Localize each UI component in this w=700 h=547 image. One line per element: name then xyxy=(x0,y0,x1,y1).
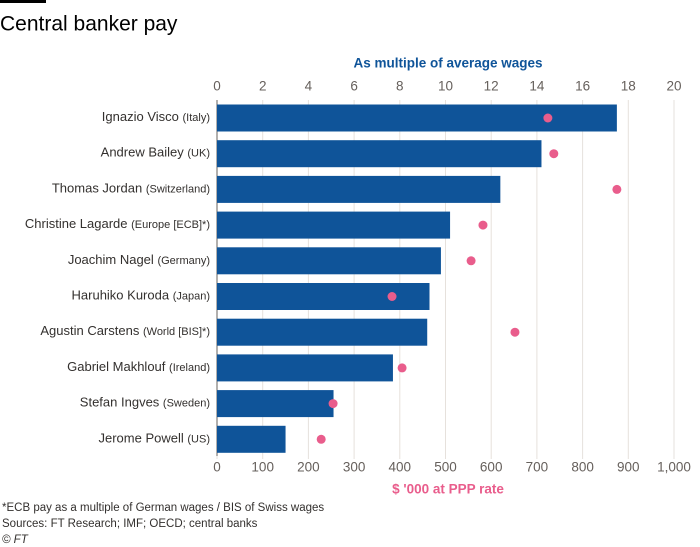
top-tick-label: 0 xyxy=(213,79,221,94)
top-tick-label: 14 xyxy=(529,79,545,94)
top-tick-label: 8 xyxy=(396,79,404,94)
category-note: (Germany) xyxy=(157,255,210,267)
dot xyxy=(612,184,622,194)
category-label: Haruhiko Kuroda (Japan) xyxy=(72,288,210,303)
category-note: (Italy) xyxy=(183,112,211,124)
category-label: Andrew Bailey (UK) xyxy=(101,145,210,160)
copyright: © FT xyxy=(2,534,29,546)
category-name: Haruhiko Kuroda xyxy=(72,288,170,303)
category-note: (Europe [ECB]*) xyxy=(131,219,210,231)
category-label: Agustin Carstens (World [BIS]*) xyxy=(40,324,210,339)
dot xyxy=(466,256,476,266)
source: Sources: FT Research; IMF; OECD; central… xyxy=(2,518,258,530)
bottom-tick-label: 200 xyxy=(297,460,320,475)
category-name: Joachim Nagel xyxy=(68,252,154,267)
bottom-tick-label: 600 xyxy=(480,460,503,475)
footnote: *ECB pay as a multiple of German wages /… xyxy=(2,502,324,514)
category-name: Gabriel Makhlouf xyxy=(67,359,166,374)
top-tick-label: 18 xyxy=(621,79,636,94)
bottom-axis-title: $ '000 at PPP rate xyxy=(392,482,504,497)
dot xyxy=(397,363,407,373)
bottom-tick-label: 500 xyxy=(434,460,457,475)
dot xyxy=(543,113,553,123)
top-tick-label: 12 xyxy=(484,79,499,94)
category-name: Agustin Carstens xyxy=(40,324,139,339)
category-note: (UK) xyxy=(187,148,210,160)
top-tick-label: 2 xyxy=(259,79,267,94)
bottom-tick-label: 100 xyxy=(251,460,274,475)
bar xyxy=(217,318,428,346)
bottom-tick-label: 700 xyxy=(526,460,549,475)
chart-title: Central banker pay xyxy=(0,13,178,36)
bottom-tick-label: 300 xyxy=(343,460,366,475)
brand-bar xyxy=(0,0,46,3)
category-name: Andrew Bailey xyxy=(101,145,185,160)
bar xyxy=(217,104,617,132)
category-label: Thomas Jordan (Switzerland) xyxy=(52,181,210,196)
category-name: Stefan Ingves xyxy=(80,395,160,410)
category-label: Gabriel Makhlouf (Ireland) xyxy=(67,359,210,374)
category-name: Christine Lagarde xyxy=(25,217,128,232)
bar xyxy=(217,175,501,203)
bottom-tick-label: 800 xyxy=(571,460,594,475)
category-note: (Ireland) xyxy=(169,362,210,374)
category-note: (US) xyxy=(187,433,210,445)
top-tick-label: 20 xyxy=(666,79,681,94)
category-name: Thomas Jordan xyxy=(52,181,142,196)
bottom-tick-label: 0 xyxy=(213,460,221,475)
bar xyxy=(217,390,334,418)
top-tick-label: 4 xyxy=(305,79,313,94)
category-label: Jerome Powell (US) xyxy=(99,431,211,446)
category-name: Ignazio Visco xyxy=(102,109,179,124)
bottom-tick-label: 900 xyxy=(617,460,640,475)
bottom-tick-label: 400 xyxy=(389,460,412,475)
top-axis-title: As multiple of average wages xyxy=(353,56,542,71)
dot xyxy=(328,399,338,409)
dot xyxy=(510,327,520,337)
bar xyxy=(217,354,393,382)
bar xyxy=(217,425,286,453)
top-tick-label: 10 xyxy=(438,79,453,94)
dot xyxy=(387,292,397,301)
bar xyxy=(217,247,441,275)
bottom-tick-label: 1,000 xyxy=(657,460,691,475)
bar xyxy=(217,140,542,168)
dot xyxy=(549,149,559,159)
category-label: Christine Lagarde (Europe [ECB]*) xyxy=(25,217,210,232)
top-tick-label: 16 xyxy=(575,79,590,94)
bar xyxy=(217,211,451,239)
category-note: (Switzerland) xyxy=(146,183,210,195)
category-note: (Sweden) xyxy=(163,398,210,410)
top-tick-label: 6 xyxy=(350,79,358,94)
dot xyxy=(478,220,488,230)
category-label: Stefan Ingves (Sweden) xyxy=(80,395,210,410)
category-name: Jerome Powell xyxy=(99,431,184,446)
category-note: (Japan) xyxy=(173,290,210,302)
category-label: Ignazio Visco (Italy) xyxy=(102,109,210,124)
bar xyxy=(217,283,430,310)
dot xyxy=(316,434,326,444)
category-label: Joachim Nagel (Germany) xyxy=(68,252,210,267)
category-note: (World [BIS]*) xyxy=(143,326,210,338)
